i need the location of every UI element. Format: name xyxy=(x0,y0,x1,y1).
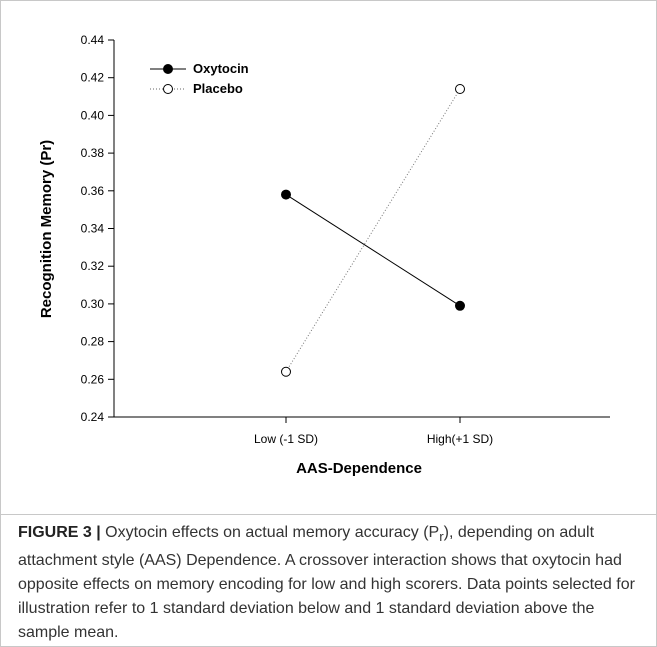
x-axis-ticks: Low (-1 SD) High(+1 SD) xyxy=(254,417,493,446)
series-line-placebo xyxy=(285,88,461,373)
y-tick-label: 0.26 xyxy=(81,372,105,386)
caption-subscript: r xyxy=(439,529,444,545)
legend-label-oxytocin: Oxytocin xyxy=(193,61,249,76)
legend-label-placebo: Placebo xyxy=(193,81,243,96)
y-axis-ticks: 0.24 0.26 0.28 0.30 0.32 0.34 0.36 0.38 0.40 0.42… xyxy=(81,33,114,424)
data-point-oxytocin-1 xyxy=(455,300,465,311)
figure-label: FIGURE 3 | xyxy=(18,524,101,541)
x-tick-label: High(+1 SD) xyxy=(427,432,493,446)
chart: 0.24 0.26 0.28 0.30 0.32 0.34 0.36 0.38 0.40 0.42… xyxy=(38,33,610,477)
caption-text-part1: Oxytocin effects on actual memory accura… xyxy=(100,524,440,541)
legend-marker-placebo xyxy=(163,84,173,94)
y-tick-label: 0.44 xyxy=(81,33,105,47)
y-tick-label: 0.24 xyxy=(81,410,105,424)
x-tick-label: Low (-1 SD) xyxy=(254,432,318,446)
figure-caption: FIGURE 3 | Oxytocin effects on actual me… xyxy=(18,521,648,645)
y-tick-label: 0.30 xyxy=(81,297,105,311)
y-tick-label: 0.32 xyxy=(81,259,105,273)
caption-divider xyxy=(0,514,657,515)
data-point-oxytocin-0 xyxy=(281,189,291,200)
data-point-placebo-0 xyxy=(281,366,291,377)
caption-text-part2: ), depending on adult attachment style (… xyxy=(18,524,635,642)
y-tick-label: 0.34 xyxy=(81,222,105,236)
data-point-placebo-1 xyxy=(455,84,465,95)
legend: Oxytocin Placebo xyxy=(150,61,249,96)
y-tick-label: 0.42 xyxy=(81,71,105,85)
y-tick-label: 0.28 xyxy=(81,335,105,349)
series-line-oxytocin xyxy=(285,194,461,307)
y-tick-label: 0.40 xyxy=(81,108,105,122)
legend-marker-oxytocin xyxy=(163,64,173,74)
x-axis-title: AAS-Dependence xyxy=(296,460,422,477)
series-layer xyxy=(281,84,465,377)
y-axis-title: Recognition Memory (Pr) xyxy=(38,140,55,318)
y-tick-label: 0.36 xyxy=(81,184,105,198)
y-tick-label: 0.38 xyxy=(81,146,105,160)
